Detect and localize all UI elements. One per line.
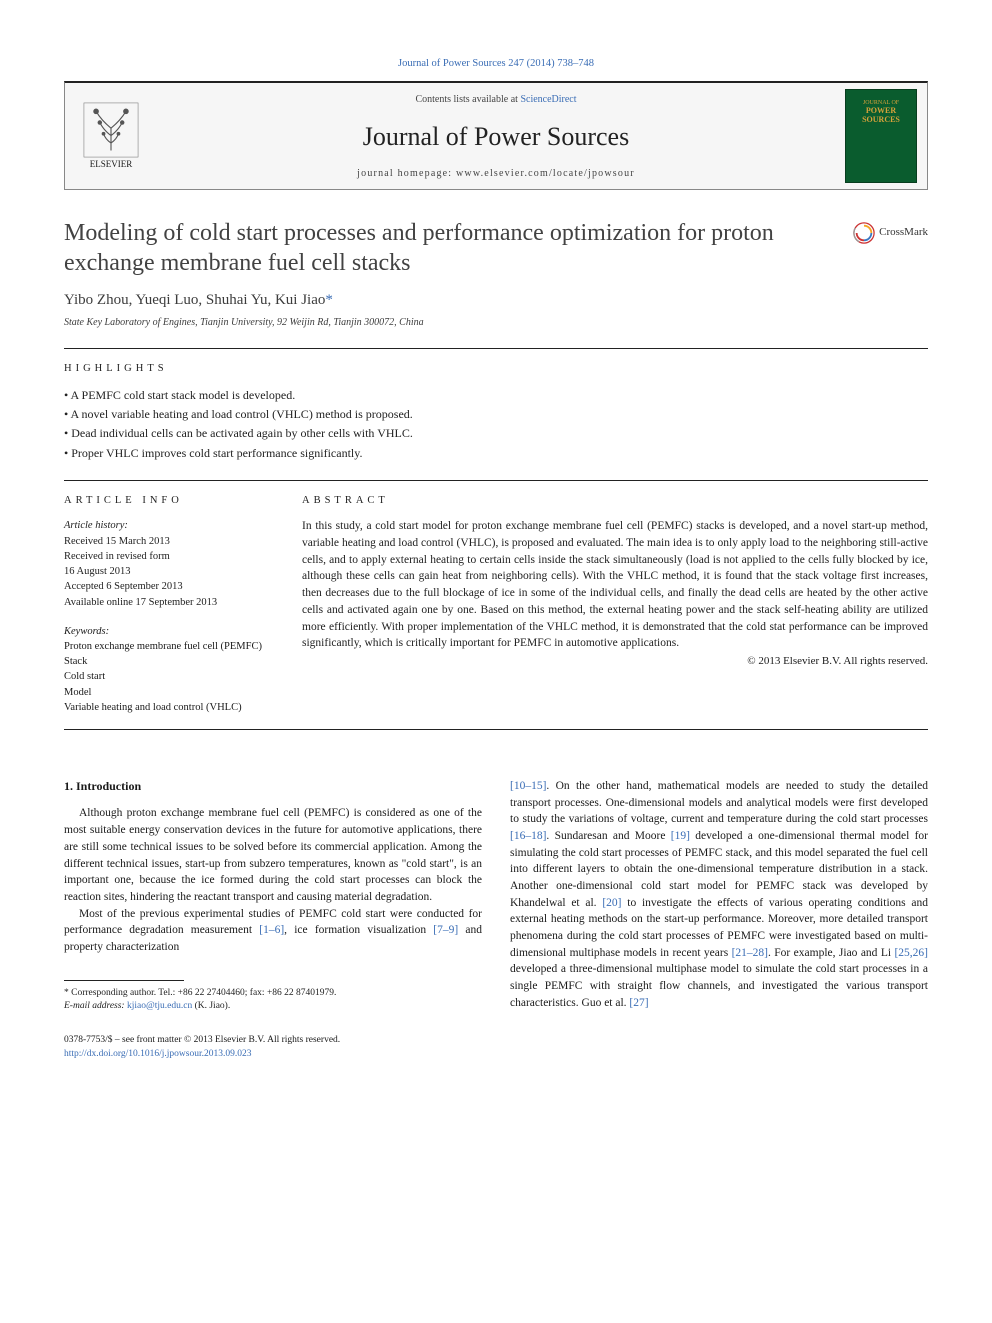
crossmark-icon [853, 222, 875, 244]
copyright-line: © 2013 Elsevier B.V. All rights reserved… [302, 654, 928, 670]
homepage-url[interactable]: www.elsevier.com/locate/jpowsour [456, 168, 635, 179]
highlight-item: Proper VHLC improves cold start performa… [64, 445, 928, 462]
authors-line: Yibo Zhou, Yueqi Luo, Shuhai Yu, Kui Jia… [64, 290, 928, 312]
abstract-column: ABSTRACT In this study, a cold start mod… [302, 493, 928, 715]
ref-link[interactable]: [19] [671, 830, 690, 842]
header-center: Contents lists available at ScienceDirec… [157, 83, 835, 189]
doi-link[interactable]: http://dx.doi.org/10.1016/j.jpowsour.201… [64, 1048, 928, 1062]
article-info-heading: ARTICLE INFO [64, 493, 274, 508]
keyword: Model [64, 685, 274, 700]
article-history: Article history: Received 15 March 2013 … [64, 518, 274, 609]
online-line: Available online 17 September 2013 [64, 595, 274, 610]
text-run: developed a three-dimensional multiphase… [510, 963, 928, 1008]
cover-thumb-block: JOURNAL OF POWER SOURCES [835, 83, 927, 189]
issn-line: 0378-7753/$ – see front matter © 2013 El… [64, 1034, 928, 1048]
sciencedirect-link[interactable]: ScienceDirect [520, 94, 576, 105]
left-column: 1. Introduction Although proton exchange… [64, 778, 482, 1014]
article-title: Modeling of cold start processes and per… [64, 218, 839, 278]
crossmark-badge[interactable]: CrossMark [853, 222, 928, 244]
highlight-item: Dead individual cells can be activated a… [64, 425, 928, 442]
keyword: Variable heating and load control (VHLC) [64, 700, 274, 715]
highlight-item: A novel variable heating and load contro… [64, 406, 928, 423]
ref-link[interactable]: [20] [602, 897, 621, 909]
homepage-prefix: journal homepage: [357, 168, 456, 179]
journal-header: ELSEVIER Contents lists available at Sci… [64, 81, 928, 190]
bottom-meta: 0378-7753/$ – see front matter © 2013 El… [64, 1034, 928, 1062]
rule [64, 729, 928, 730]
ref-link[interactable]: [7–9] [433, 924, 458, 936]
authors-names: Yibo Zhou, Yueqi Luo, Shuhai Yu, Kui Jia… [64, 292, 325, 308]
history-label: Article history: [64, 518, 274, 533]
email-label: E-mail address: [64, 1001, 127, 1011]
journal-name: Journal of Power Sources [161, 118, 831, 156]
highlights-heading: HIGHLIGHTS [64, 361, 928, 376]
keywords-block: Keywords: Proton exchange membrane fuel … [64, 624, 274, 715]
publisher-name: ELSEVIER [90, 160, 133, 170]
abstract-heading: ABSTRACT [302, 493, 928, 508]
homepage-line: journal homepage: www.elsevier.com/locat… [161, 167, 831, 182]
text-run: . For example, Jiao and Li [768, 947, 894, 959]
highlights-list: A PEMFC cold start stack model is develo… [64, 387, 928, 463]
highlights-section: HIGHLIGHTS A PEMFC cold start stack mode… [64, 361, 928, 462]
intro-heading: 1. Introduction [64, 778, 482, 795]
text-run: , ice formation visualization [284, 924, 433, 936]
ref-link[interactable]: [1–6] [259, 924, 284, 936]
keyword: Proton exchange membrane fuel cell (PEMF… [64, 639, 274, 654]
crossmark-label: CrossMark [879, 225, 928, 241]
ref-link[interactable]: [10–15] [510, 780, 546, 792]
email-link[interactable]: kjiao@tju.edu.cn [127, 1001, 192, 1011]
right-column: [10–15]. On the other hand, mathematical… [510, 778, 928, 1014]
elsevier-tree-icon [83, 102, 139, 158]
revised-line-2: 16 August 2013 [64, 564, 274, 579]
contents-prefix: Contents lists available at [415, 94, 520, 105]
corresponding-footnote: * Corresponding author. Tel.: +86 22 274… [64, 987, 482, 1001]
ref-link[interactable]: [21–28] [732, 947, 768, 959]
intro-para-2: Most of the previous experimental studie… [64, 906, 482, 956]
keyword: Stack [64, 654, 274, 669]
received-line: Received 15 March 2013 [64, 534, 274, 549]
rule [64, 480, 928, 481]
affiliation: State Key Laboratory of Engines, Tianjin… [64, 316, 928, 331]
body-two-column: 1. Introduction Although proton exchange… [64, 778, 928, 1014]
highlight-item: A PEMFC cold start stack model is develo… [64, 387, 928, 404]
ref-link[interactable]: [25,26] [894, 947, 928, 959]
intro-para-cont: [10–15]. On the other hand, mathematical… [510, 778, 928, 1011]
ref-link[interactable]: [27] [629, 997, 648, 1009]
contents-line: Contents lists available at ScienceDirec… [161, 93, 831, 108]
keyword: Cold start [64, 669, 274, 684]
cover-label-bot: SOURCES [862, 116, 900, 125]
email-footnote: E-mail address: kjiao@tju.edu.cn (K. Jia… [64, 1000, 482, 1014]
text-run: . Sundaresan and Moore [546, 830, 670, 842]
email-tail: (K. Jiao). [192, 1001, 230, 1011]
abstract-text: In this study, a cold start model for pr… [302, 518, 928, 651]
footnote-rule [64, 980, 184, 981]
rule [64, 348, 928, 349]
accepted-line: Accepted 6 September 2013 [64, 579, 274, 594]
intro-para-1: Although proton exchange membrane fuel c… [64, 805, 482, 905]
keywords-label: Keywords: [64, 624, 274, 639]
text-run: . On the other hand, mathematical models… [510, 780, 928, 825]
publisher-logo-block: ELSEVIER [65, 83, 157, 189]
journal-cover-thumb: JOURNAL OF POWER SOURCES [845, 89, 917, 183]
corresponding-mark: * [325, 292, 333, 308]
ref-link[interactable]: [16–18] [510, 830, 546, 842]
article-info-column: ARTICLE INFO Article history: Received 1… [64, 493, 274, 715]
revised-line-1: Received in revised form [64, 549, 274, 564]
journal-citation[interactable]: Journal of Power Sources 247 (2014) 738–… [64, 56, 928, 71]
